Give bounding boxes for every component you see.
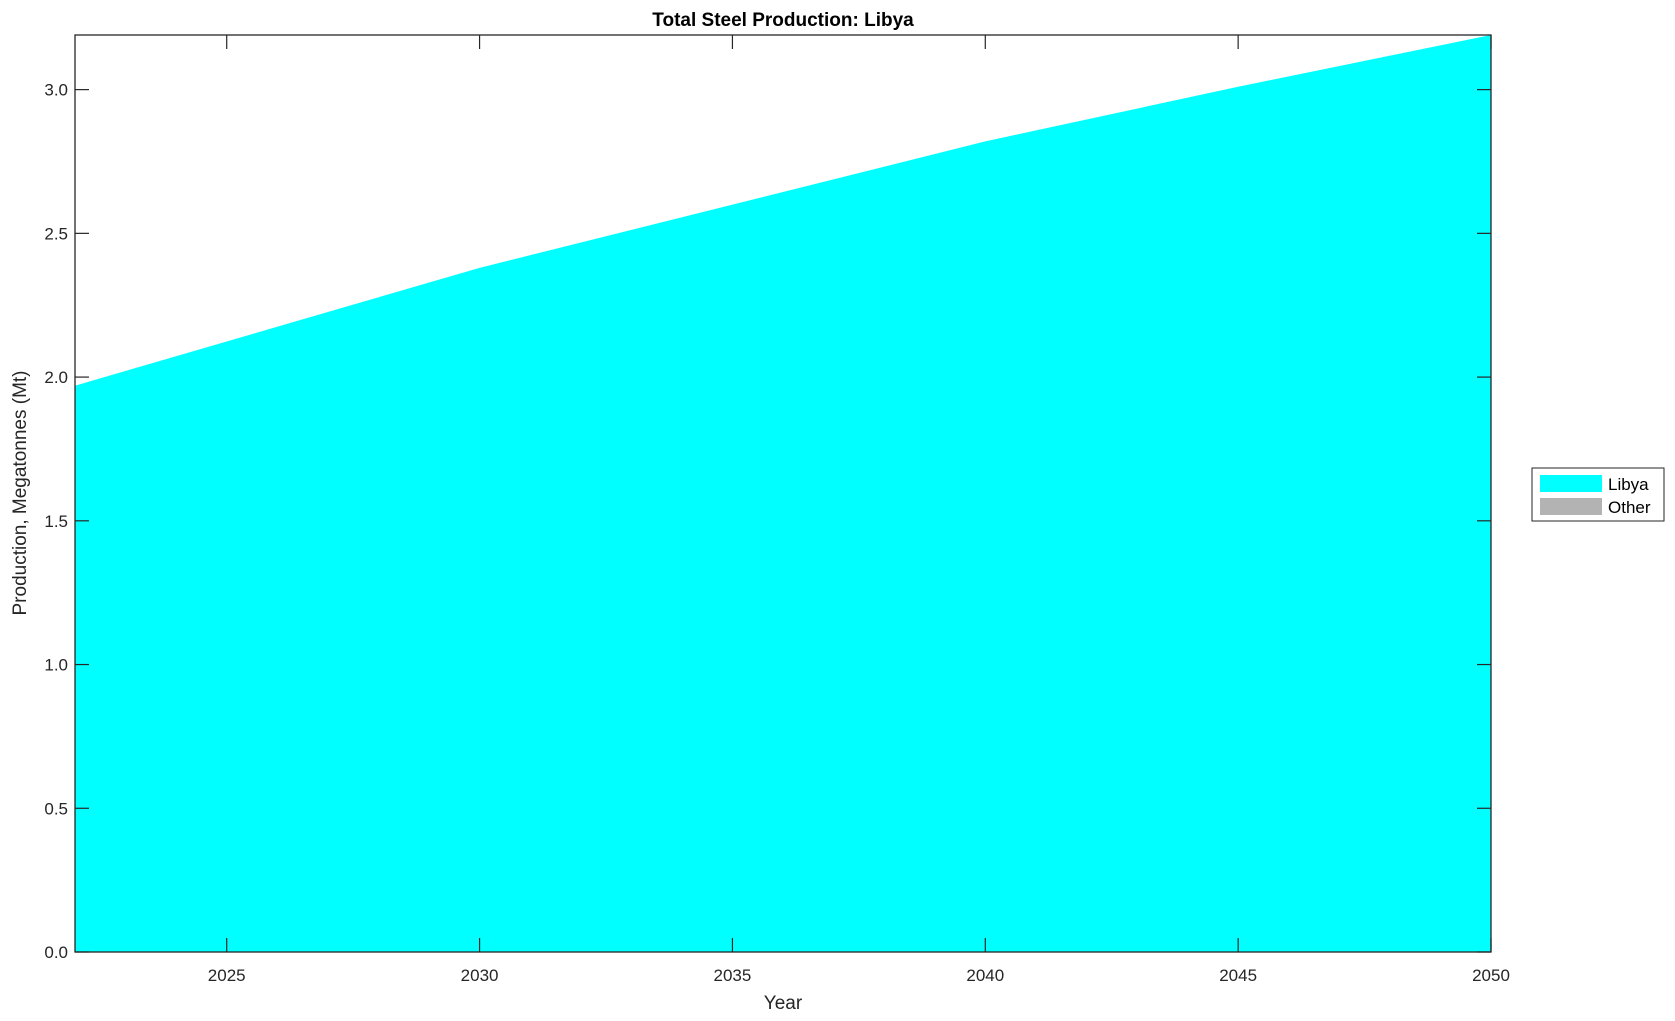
x-axis-label: Year — [764, 993, 803, 1014]
y-tick-label: 1.5 — [44, 512, 68, 531]
x-tick-label: 2050 — [1472, 966, 1510, 985]
area-libya — [75, 35, 1491, 952]
plot-frame — [74, 34, 1492, 953]
series-areas — [75, 35, 1491, 952]
chart-title: Total Steel Production: Libya — [652, 10, 914, 31]
y-tick-label: 3.0 — [44, 81, 68, 100]
x-tick-label: 2025 — [208, 966, 246, 985]
legend-label-other: Other — [1608, 498, 1651, 517]
y-tick-label: 2.0 — [44, 368, 68, 387]
legend[interactable]: Libya Other — [1531, 467, 1665, 522]
y-tick-label: 1.0 — [44, 656, 68, 675]
y-tick-label: 2.5 — [44, 224, 68, 243]
x-tick-label: 2045 — [1219, 966, 1257, 985]
y-tick-label: 0.0 — [44, 943, 68, 962]
y-axis-label: Production, Megatonnes (Mt) — [10, 370, 31, 615]
legend-swatch-other — [1540, 498, 1602, 515]
y-tick-label: 0.5 — [44, 799, 68, 818]
axes: 2025 2030 2035 2040 2045 2050 0.0 0.5 1.0 1.5 2.0 2… — [44, 34, 1510, 985]
x-tick-label: 2035 — [714, 966, 752, 985]
legend-swatch-libya — [1540, 475, 1602, 492]
x-tick-label: 2040 — [966, 966, 1004, 985]
legend-label-libya: Libya — [1608, 475, 1649, 494]
x-tick-label: 2030 — [461, 966, 499, 985]
